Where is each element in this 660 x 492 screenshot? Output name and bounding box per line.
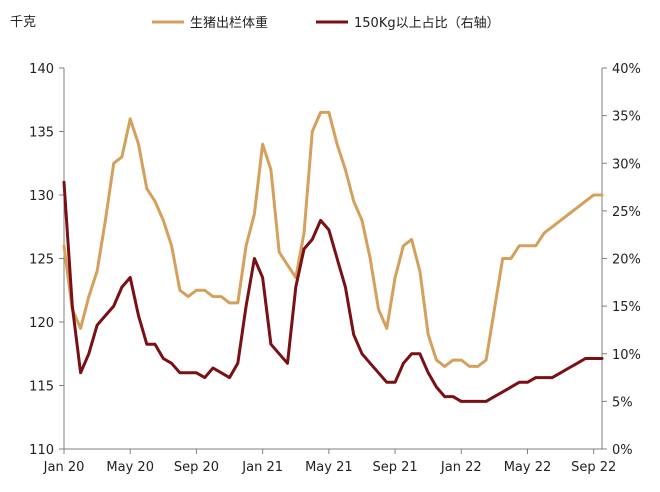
- left-axis-tick-label: 120: [29, 316, 54, 331]
- x-axis-tick-label: May 21: [305, 460, 353, 475]
- left-axis-tick-label: 135: [29, 126, 54, 141]
- x-axis-tick-label: Jan 21: [241, 460, 283, 475]
- tick-labels: 110 115 120 125 130 135 140 0% 5% 10% 15% 20% 25% 30%…: [29, 62, 641, 475]
- right-axis-tick-label: 25%: [612, 205, 641, 220]
- left-axis-tick-label: 130: [29, 189, 54, 204]
- right-axis-tick-label: 30%: [612, 157, 641, 172]
- right-axis-tick-label: 35%: [612, 110, 641, 125]
- right-axis-tick-label: 15%: [612, 300, 641, 315]
- x-axis-tick-label: Sep 22: [571, 460, 616, 475]
- legend-label-weight: 生猪出栏体重: [190, 15, 268, 31]
- x-axis-tick-label: May 20: [106, 460, 154, 475]
- x-axis-tick-label: Jan 20: [43, 460, 85, 475]
- series-line-share: [62, 180, 604, 403]
- right-axis-tick-label: 20%: [612, 253, 641, 268]
- right-axis-tick-label: 0%: [612, 443, 633, 458]
- x-axis-tick-label: Jan 22: [440, 460, 482, 475]
- series-lines: [62, 110, 604, 403]
- left-axis-tick-label: 125: [29, 253, 54, 268]
- x-axis-tick-label: Sep 20: [174, 460, 219, 475]
- left-axis-tick-label: 115: [29, 380, 54, 395]
- x-axis-tick-label: Sep 21: [372, 460, 417, 475]
- right-axis-tick-label: 40%: [612, 62, 641, 77]
- legend-label-share: 150Kg以上占比（右轴）: [354, 16, 500, 31]
- right-axis-tick-label: 5%: [612, 395, 633, 410]
- axes: [59, 67, 607, 454]
- legend: 生猪出栏体重 150Kg以上占比（右轴）: [152, 15, 500, 31]
- series-line-weight: [62, 110, 604, 368]
- left-axis-unit-label: 千克: [10, 15, 36, 30]
- left-axis-tick-label: 110: [29, 443, 54, 458]
- left-axis-tick-label: 140: [29, 62, 54, 77]
- x-axis-tick-label: May 22: [504, 460, 552, 475]
- right-axis-tick-label: 10%: [612, 348, 641, 363]
